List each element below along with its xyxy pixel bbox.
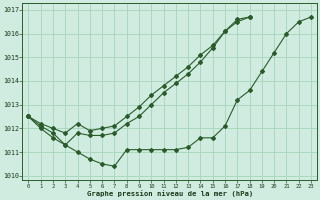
X-axis label: Graphe pression niveau de la mer (hPa): Graphe pression niveau de la mer (hPa) [87,190,253,197]
